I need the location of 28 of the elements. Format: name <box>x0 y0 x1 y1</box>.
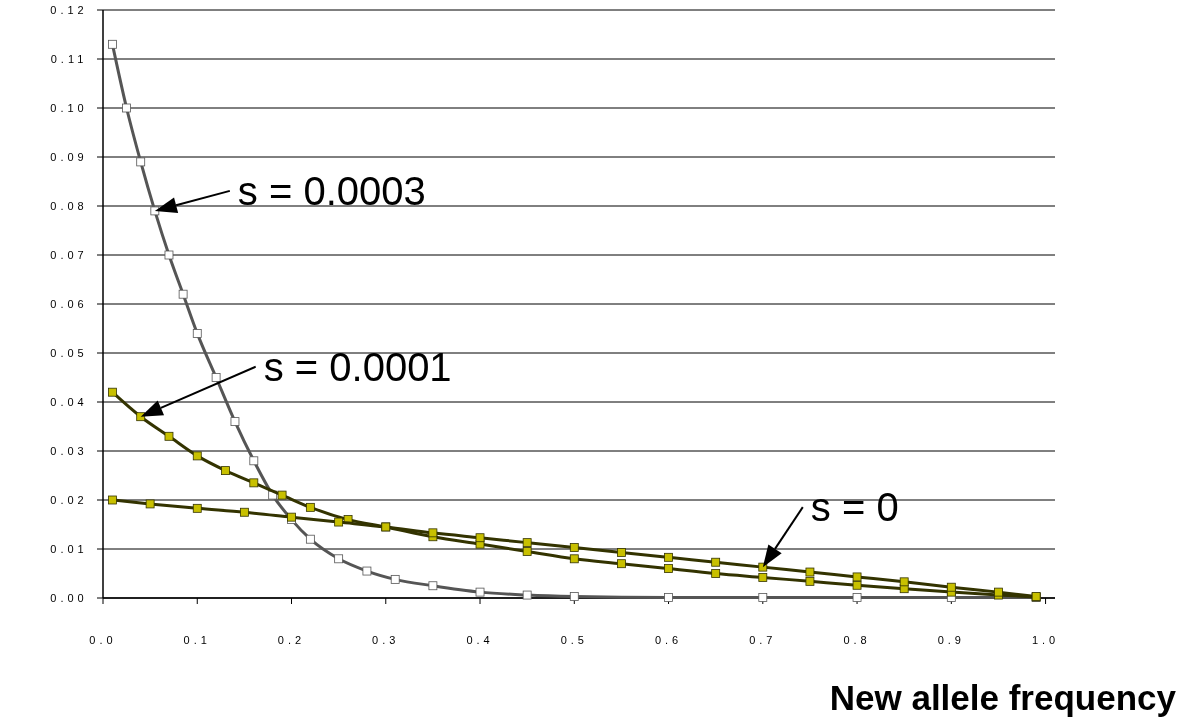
y-tick-label: 0.08 <box>50 199 88 212</box>
x-axis-title: New allele frequency <box>829 678 1177 717</box>
y-tick-label: 0.00 <box>50 591 88 604</box>
x-tick-label: 1.0 <box>1031 634 1060 646</box>
x-tick-label: 0.9 <box>937 634 965 646</box>
y-tick-label: 0.01 <box>50 542 88 555</box>
y-tick-label: 0.11 <box>50 52 88 65</box>
y-tick-label: 0.07 <box>50 248 88 261</box>
x-tick-label: 0.5 <box>560 634 588 646</box>
series-label: s = 0.0003 <box>237 168 426 213</box>
y-tick-label: 0.06 <box>50 297 88 310</box>
y-tick-label: 0.09 <box>50 150 88 163</box>
x-tick-label: 0.6 <box>654 634 683 646</box>
y-tick-label: 0.12 <box>50 3 88 16</box>
y-tick-label: 0.10 <box>50 101 88 114</box>
x-tick-label: 0.4 <box>466 634 494 646</box>
y-tick-label: 0.05 <box>50 346 88 359</box>
x-tick-label: 0.3 <box>372 634 400 646</box>
text: s = 0.0001 <box>263 344 452 389</box>
x-tick-label: 0.2 <box>277 634 306 646</box>
y-tick-label: 0.02 <box>50 493 88 506</box>
x-tick-label: 0.0 <box>89 634 117 646</box>
x-tick-label: 0.8 <box>843 634 871 646</box>
x-tick-label: 0.7 <box>749 634 777 646</box>
series-label: s = 0 <box>810 485 899 530</box>
x-tick-label: 0.1 <box>183 634 211 646</box>
y-tick-label: 0.04 <box>50 395 88 408</box>
y-tick-label: 0.03 <box>50 444 88 457</box>
